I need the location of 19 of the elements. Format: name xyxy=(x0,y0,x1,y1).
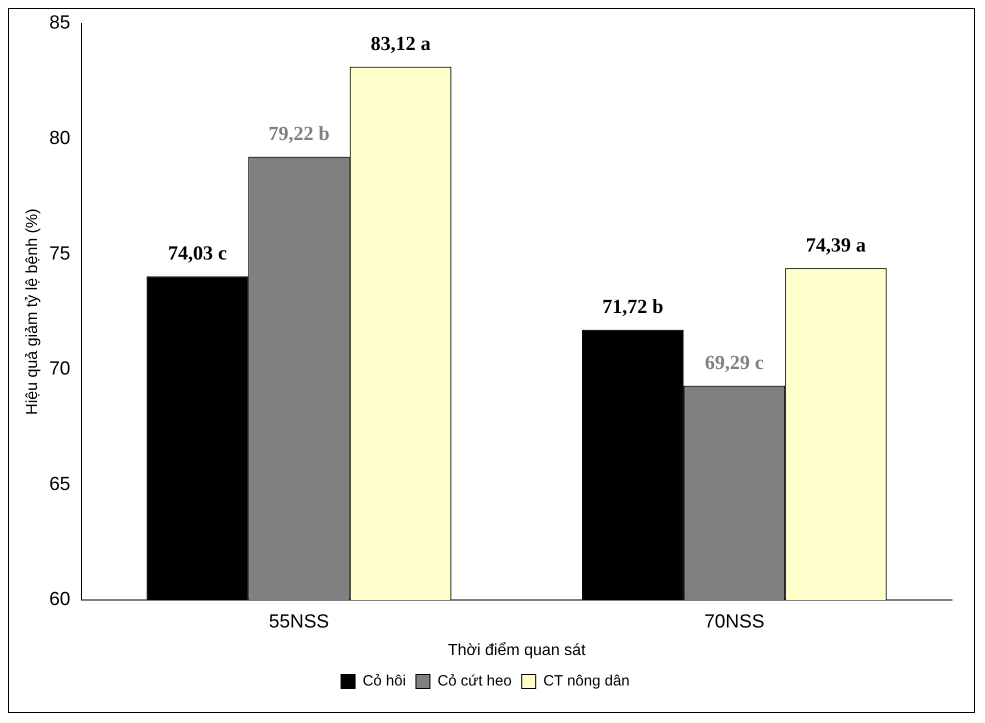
y-tick-label: 85 xyxy=(49,12,70,34)
x-tick-label: 70NSS xyxy=(704,612,764,633)
y-tick-label: 75 xyxy=(49,243,70,264)
data-label: 79,22 b xyxy=(268,122,330,145)
data-label: 69,29 c xyxy=(704,352,764,374)
x-tick-label: 55NSS xyxy=(268,612,330,633)
y-tick-label: 65 xyxy=(49,474,70,495)
y-tick-label: 70 xyxy=(49,358,70,380)
legend-label: CT nông dân xyxy=(543,672,630,690)
legend-label: Cỏ cứt heo xyxy=(437,672,512,690)
x-axis-title: Thời điểm quan sát xyxy=(448,642,586,659)
data-label: 71,72 b xyxy=(602,296,664,318)
legend-label: Cỏ hôi xyxy=(362,672,406,690)
y-tick-label: 60 xyxy=(49,589,70,610)
data-label: 74,03 c xyxy=(168,242,227,265)
y-tick-label: 80 xyxy=(49,128,70,149)
y-axis-title: Hiệu quả giảm tỷ lệ bệnh (%) xyxy=(24,208,42,415)
data-label: 83,12 a xyxy=(370,32,431,55)
data-label: 74,39 a xyxy=(806,234,866,256)
